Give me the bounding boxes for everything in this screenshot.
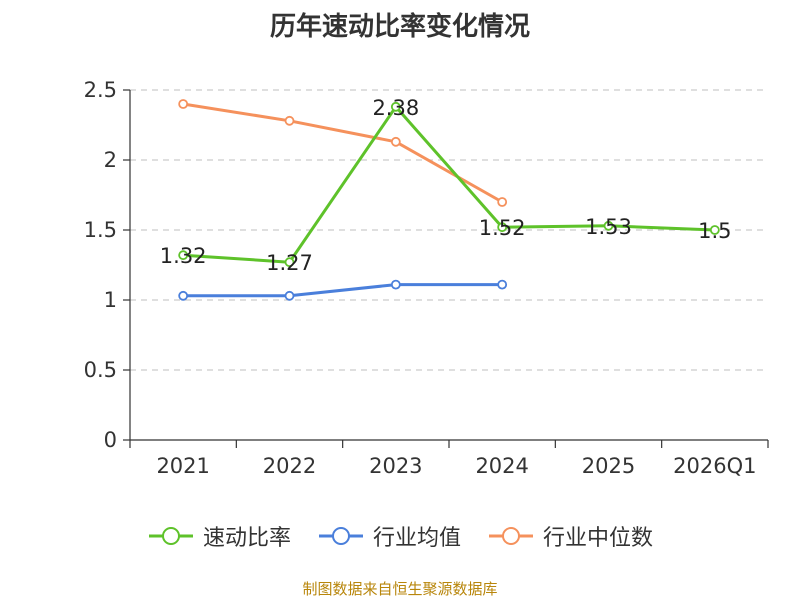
x-tick-label: 2023 xyxy=(369,454,422,478)
axes xyxy=(129,90,768,441)
legend-item[interactable]: 行业均值 xyxy=(317,520,461,552)
legend-item[interactable]: 速动比率 xyxy=(147,520,291,552)
x-tick-label: 2025 xyxy=(582,454,635,478)
data-point xyxy=(178,99,189,109)
data-point xyxy=(603,220,614,231)
data-point xyxy=(497,279,508,290)
y-axis-ticks: 0 0.5 1 1.5 2 2.5 xyxy=(84,78,130,452)
data-point xyxy=(178,290,189,301)
data-point xyxy=(178,250,189,261)
legend-circle xyxy=(502,527,520,545)
legend: 速动比率 行业均值 行业中位数 xyxy=(0,520,800,552)
data-label: 1.52 xyxy=(479,216,526,240)
legend-label: 速动比率 xyxy=(202,526,291,551)
data-label: 1.53 xyxy=(585,215,632,239)
x-tick-label: 2024 xyxy=(475,454,528,478)
data-point xyxy=(284,290,295,301)
line-chart: 00.511.522.5 2021 2022 2023 2024 2025 2026Q1 … xyxy=(84,78,769,478)
legend-marker-icon xyxy=(148,527,193,545)
legend-circle xyxy=(331,527,350,545)
data-point xyxy=(390,136,401,147)
y-tick-label: 1 xyxy=(104,288,117,312)
series-line-2 xyxy=(182,102,503,204)
data-point xyxy=(390,279,401,290)
series-line-1 xyxy=(183,283,503,298)
series-lines xyxy=(178,99,720,301)
data-point xyxy=(390,101,401,112)
legend-marker-icon xyxy=(318,527,363,545)
data-labels: 1.32 1.27 2.38 1.52 1.53 1.5 xyxy=(160,96,732,275)
legend-circle xyxy=(161,527,180,545)
data-label: 2.38 xyxy=(372,96,419,120)
legend-label: 行业均值 xyxy=(372,526,461,551)
y-tick-label: 0.5 xyxy=(84,358,117,382)
y-tick-label: 2.5 xyxy=(84,78,117,102)
y-tick-label: 0 xyxy=(104,428,117,452)
y-tick-label: 2 xyxy=(104,148,117,172)
data-point xyxy=(497,197,508,207)
x-tick-label: 2021 xyxy=(156,454,209,478)
source-note: 制图数据来自恒生聚源数据库 xyxy=(302,580,498,598)
data-label: 1.32 xyxy=(160,244,207,268)
data-label: 1.5 xyxy=(698,219,731,243)
y-tick-label: 1.5 xyxy=(84,218,117,242)
x-tick-label: 2026Q1 xyxy=(673,454,756,478)
data-label: 1.27 xyxy=(266,251,313,275)
legend-marker-icon xyxy=(489,527,533,545)
data-point xyxy=(284,257,295,268)
legend-label: 行业中位数 xyxy=(543,526,654,551)
x-tick-label: 2022 xyxy=(263,454,316,478)
chart-title: 历年速动比率变化情况 xyxy=(269,12,530,42)
data-point xyxy=(709,225,720,235)
series-line-0 xyxy=(183,105,715,264)
grid-lines xyxy=(130,89,768,371)
data-point xyxy=(497,222,508,233)
legend-item[interactable]: 行业中位数 xyxy=(487,520,653,552)
data-point xyxy=(284,115,295,126)
x-axis-ticks: 2021 2022 2023 2024 2025 2026Q1 xyxy=(129,440,769,478)
